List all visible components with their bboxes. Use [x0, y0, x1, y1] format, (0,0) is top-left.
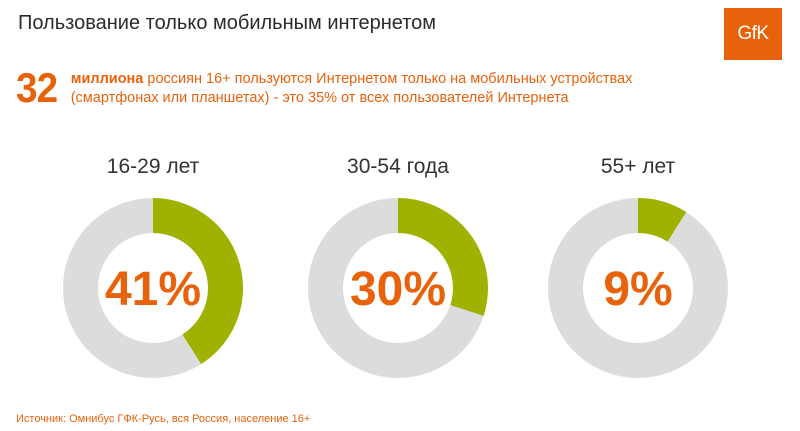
donut-svg: 41% [63, 198, 243, 378]
age-group-label: 16-29 лет [106, 155, 200, 178]
source-note: Источник: Омнибус ГФК-Русь, вся Россия, … [16, 413, 311, 425]
gfk-logo: GfK [724, 8, 782, 60]
donut-chart: 30% [306, 196, 490, 380]
headline-text: миллиона россиян 16+ пользуются Интернет… [71, 68, 633, 108]
donut-chart: 41% [61, 196, 245, 380]
percentage-label: 41% [105, 263, 201, 316]
headline-number: 32 [16, 64, 58, 111]
age-group-label: 30-54 года [347, 155, 449, 178]
donut-segment [308, 198, 488, 378]
logo-text: GfK [737, 23, 769, 44]
slide-title: Пользование только мобильным интернетом [18, 12, 437, 34]
donut-segment [63, 198, 243, 378]
headline-bold-word: миллиона [70, 71, 144, 87]
donut-segment [548, 198, 728, 378]
headline-line-1: миллиона россиян 16+ пользуются Интернет… [71, 70, 633, 89]
headline-line-2: (смартфонах или планшетах) - это 35% от … [70, 90, 569, 106]
percentage-label: 30% [350, 263, 446, 316]
percentage-label: 9% [603, 263, 672, 316]
headline-line-1-rest: россиян 16+ пользуются Интернетом только… [143, 71, 633, 87]
donut-svg: 9% [548, 198, 728, 378]
donut-svg: 30% [308, 198, 488, 378]
headline: 32 миллиона россиян 16+ пользуются Интер… [16, 64, 633, 111]
age-group-label: 55+ лет [600, 155, 676, 178]
donut-chart: 9% [546, 196, 730, 380]
